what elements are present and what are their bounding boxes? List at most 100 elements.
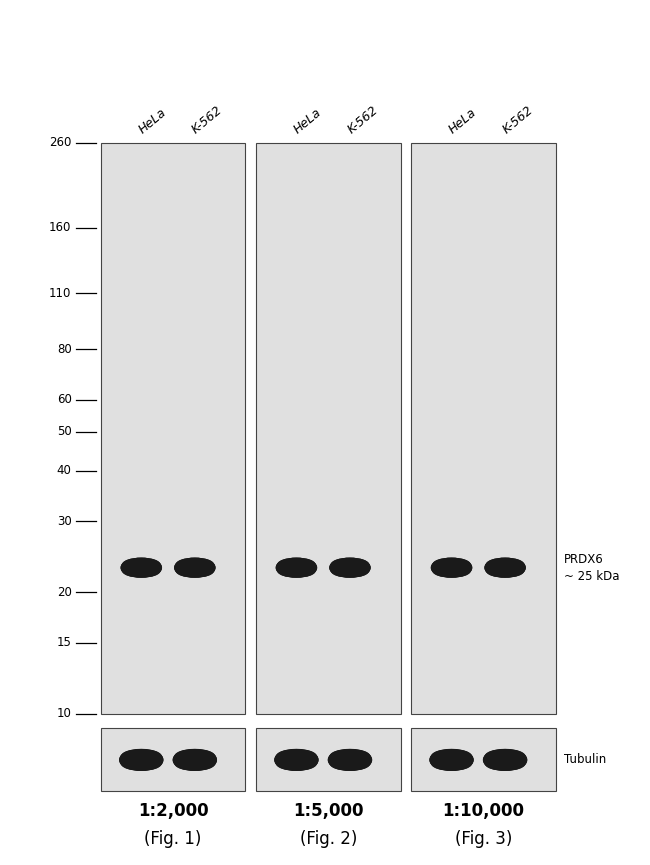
Ellipse shape <box>486 558 524 573</box>
Ellipse shape <box>484 752 526 770</box>
Ellipse shape <box>328 750 372 769</box>
Ellipse shape <box>430 750 473 768</box>
Ellipse shape <box>174 750 215 766</box>
Ellipse shape <box>484 750 527 769</box>
Text: 160: 160 <box>49 221 72 234</box>
Ellipse shape <box>486 750 524 759</box>
Ellipse shape <box>174 750 216 769</box>
Ellipse shape <box>176 561 214 577</box>
Ellipse shape <box>430 751 473 770</box>
Ellipse shape <box>175 559 215 576</box>
Ellipse shape <box>487 559 523 569</box>
Ellipse shape <box>124 568 159 577</box>
Ellipse shape <box>432 750 471 761</box>
Ellipse shape <box>432 561 471 577</box>
Ellipse shape <box>120 753 162 770</box>
Ellipse shape <box>122 559 161 575</box>
Ellipse shape <box>432 560 472 577</box>
Ellipse shape <box>329 752 371 770</box>
Ellipse shape <box>330 757 370 770</box>
Text: K-562: K-562 <box>345 103 380 136</box>
Ellipse shape <box>176 558 214 574</box>
Text: 260: 260 <box>49 136 72 150</box>
Ellipse shape <box>122 759 161 770</box>
Ellipse shape <box>122 561 161 577</box>
Ellipse shape <box>487 559 523 570</box>
Ellipse shape <box>487 565 523 577</box>
Text: HeLa: HeLa <box>291 106 324 136</box>
Ellipse shape <box>330 559 370 576</box>
Ellipse shape <box>332 559 369 570</box>
Ellipse shape <box>177 559 213 567</box>
Ellipse shape <box>122 750 161 764</box>
Ellipse shape <box>486 558 525 574</box>
Ellipse shape <box>175 756 215 770</box>
Ellipse shape <box>122 562 161 577</box>
Ellipse shape <box>330 750 370 766</box>
Ellipse shape <box>120 751 162 770</box>
Ellipse shape <box>176 562 214 577</box>
Bar <box>101 728 246 791</box>
Ellipse shape <box>124 567 159 577</box>
Ellipse shape <box>329 750 371 768</box>
Ellipse shape <box>277 757 316 770</box>
Ellipse shape <box>484 750 526 768</box>
Ellipse shape <box>278 558 315 573</box>
Ellipse shape <box>122 760 160 770</box>
Ellipse shape <box>332 567 368 577</box>
Text: 110: 110 <box>49 287 72 300</box>
Ellipse shape <box>332 559 368 569</box>
Ellipse shape <box>485 750 525 764</box>
Ellipse shape <box>485 559 525 576</box>
Ellipse shape <box>175 561 215 577</box>
Ellipse shape <box>330 750 370 763</box>
Text: 1:10,000: 1:10,000 <box>443 802 525 820</box>
Ellipse shape <box>331 558 369 573</box>
Ellipse shape <box>432 756 471 770</box>
Ellipse shape <box>432 558 471 573</box>
Ellipse shape <box>277 750 316 763</box>
Ellipse shape <box>486 757 525 770</box>
Ellipse shape <box>122 561 161 577</box>
Ellipse shape <box>176 558 213 572</box>
Ellipse shape <box>484 753 526 770</box>
Ellipse shape <box>430 750 473 769</box>
Ellipse shape <box>430 752 473 770</box>
Ellipse shape <box>332 559 367 567</box>
Ellipse shape <box>279 559 314 567</box>
Text: K-562: K-562 <box>190 103 226 136</box>
Ellipse shape <box>279 568 314 577</box>
Ellipse shape <box>432 559 472 576</box>
Ellipse shape <box>123 565 159 577</box>
Ellipse shape <box>330 560 370 577</box>
Text: Tubulin: Tubulin <box>564 753 606 766</box>
Ellipse shape <box>431 750 473 767</box>
Ellipse shape <box>330 750 370 764</box>
Text: HeLa: HeLa <box>136 106 169 136</box>
Ellipse shape <box>486 750 525 763</box>
Ellipse shape <box>434 559 469 569</box>
Ellipse shape <box>176 757 214 770</box>
Ellipse shape <box>434 568 469 577</box>
Ellipse shape <box>332 568 367 577</box>
Ellipse shape <box>484 751 527 770</box>
Ellipse shape <box>331 759 369 770</box>
Ellipse shape <box>120 750 162 769</box>
Ellipse shape <box>486 760 524 770</box>
Text: 1:5,000: 1:5,000 <box>293 802 363 820</box>
Ellipse shape <box>432 750 471 764</box>
Ellipse shape <box>176 759 214 770</box>
Ellipse shape <box>120 752 162 770</box>
Ellipse shape <box>275 750 318 769</box>
Ellipse shape <box>278 760 315 770</box>
Ellipse shape <box>175 560 215 577</box>
Ellipse shape <box>174 754 215 770</box>
Ellipse shape <box>330 754 370 770</box>
Ellipse shape <box>121 750 162 766</box>
Ellipse shape <box>174 750 216 767</box>
Ellipse shape <box>174 750 216 768</box>
Ellipse shape <box>276 750 317 764</box>
Ellipse shape <box>330 561 370 577</box>
Bar <box>411 143 556 714</box>
Ellipse shape <box>276 750 317 766</box>
